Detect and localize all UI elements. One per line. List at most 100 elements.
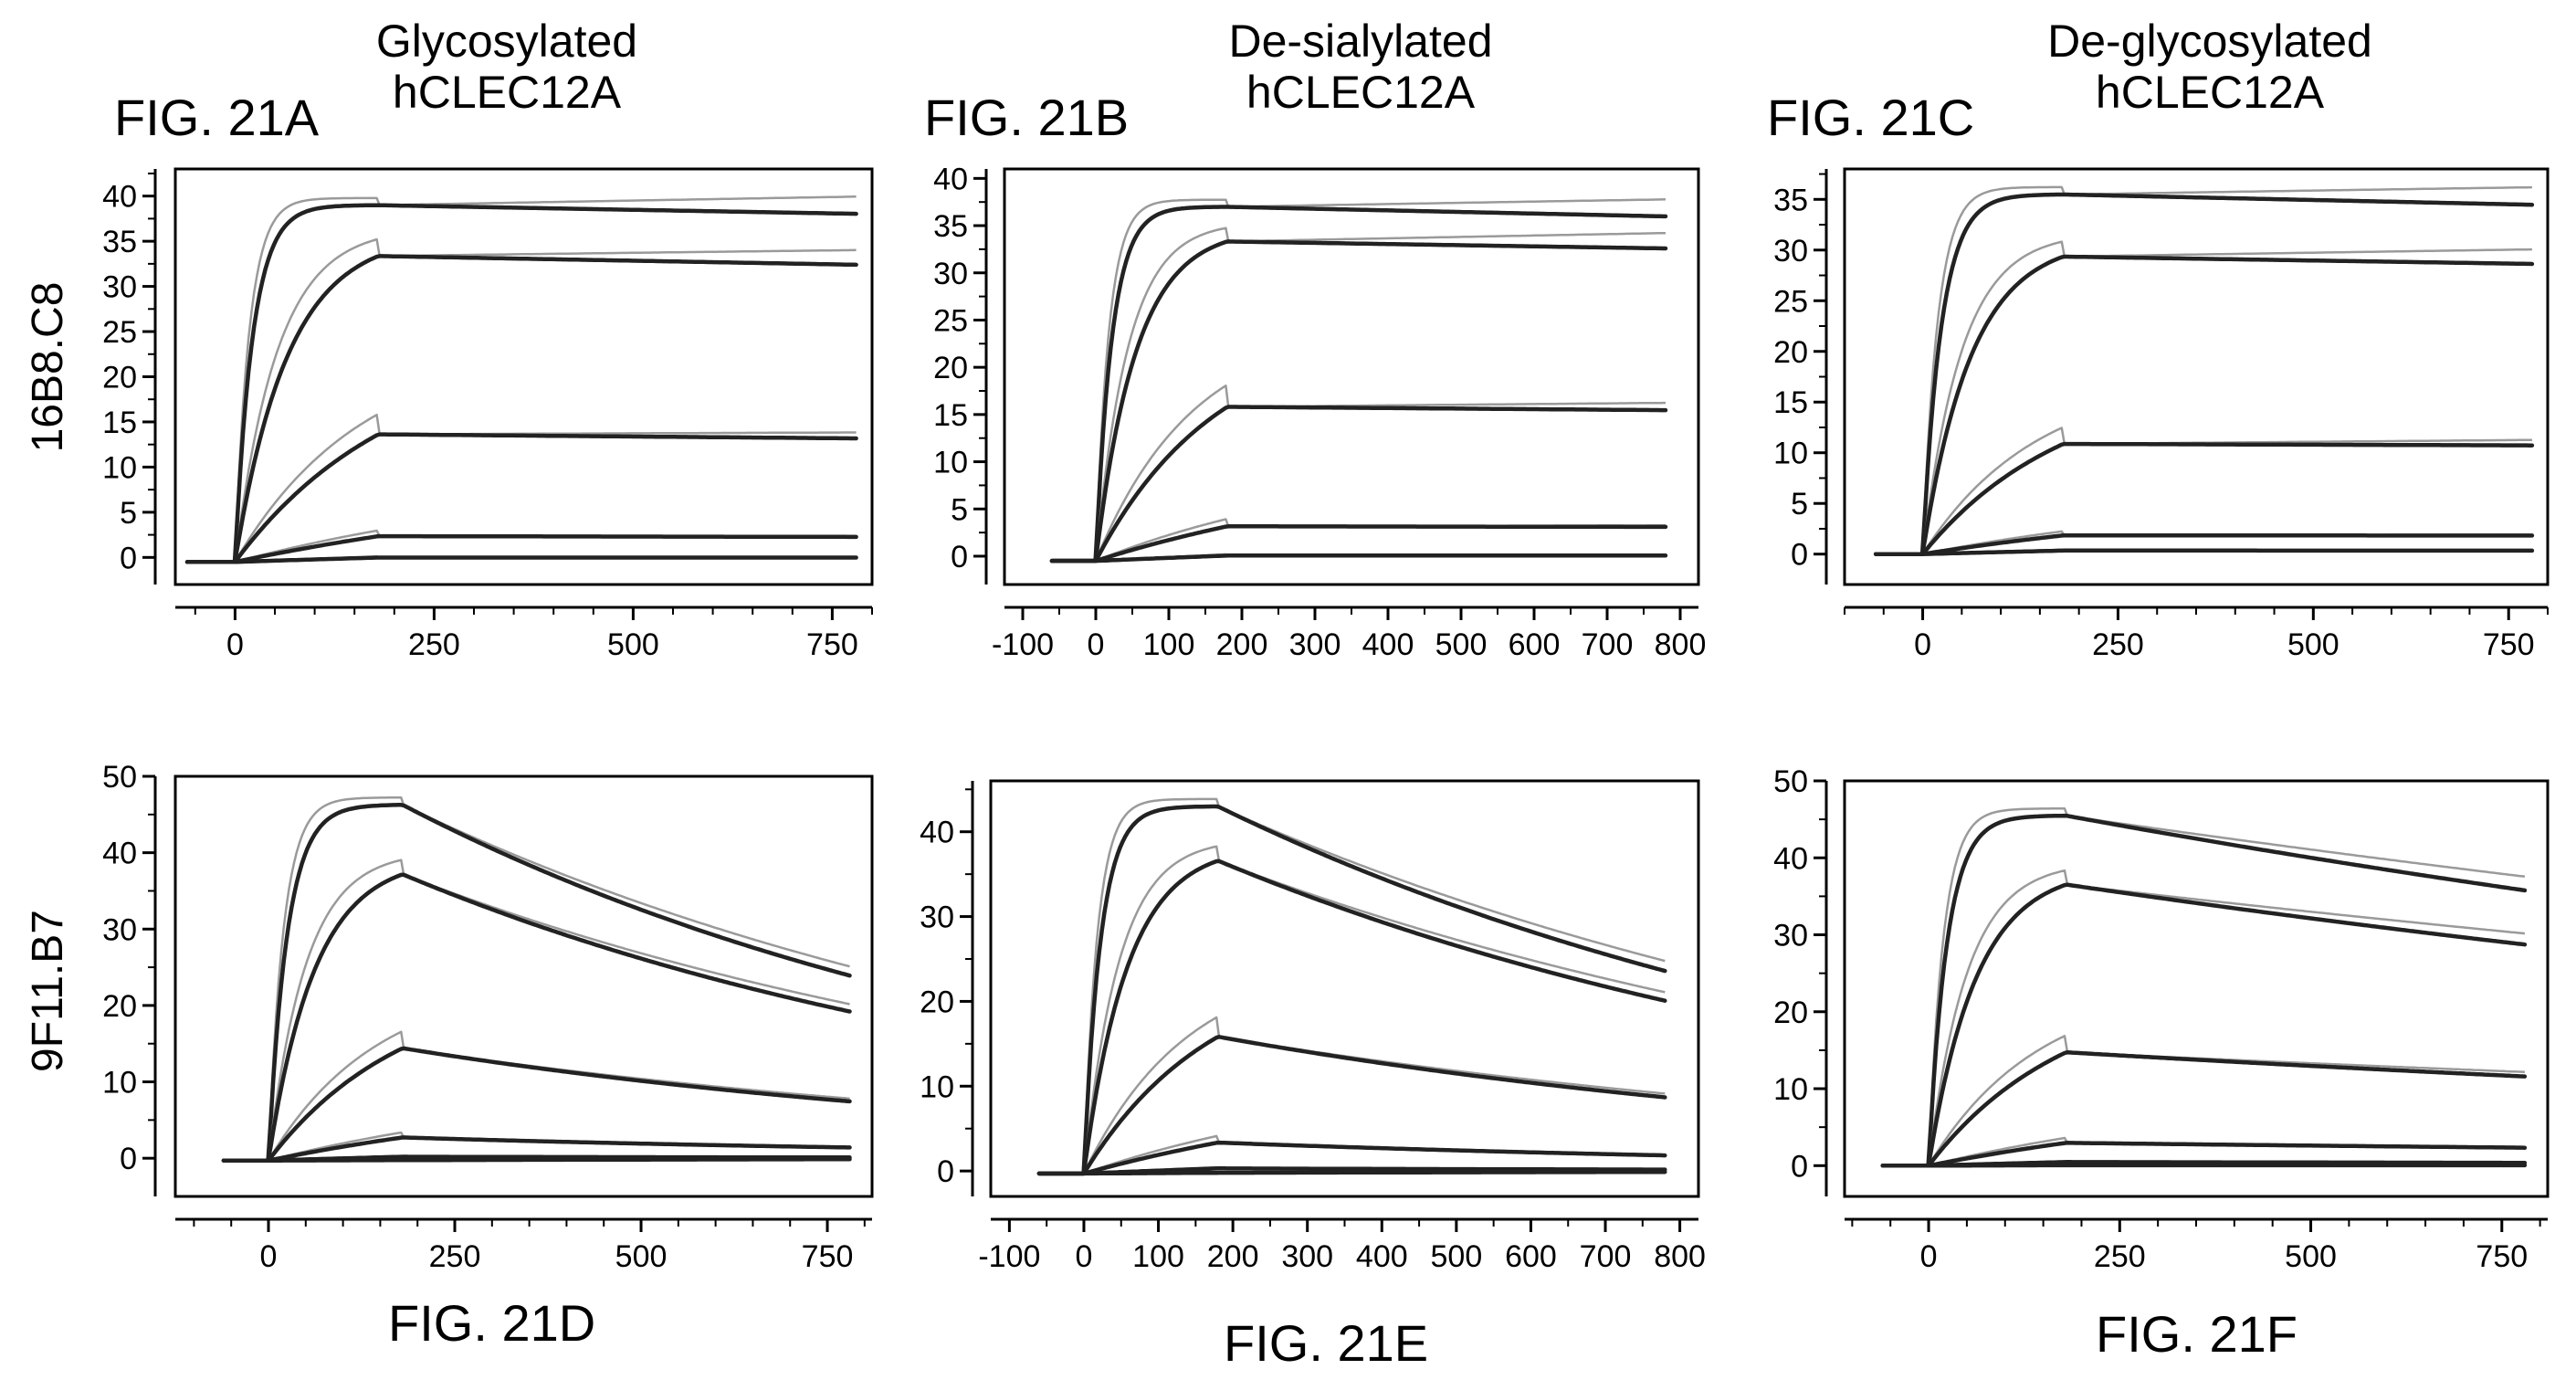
y-tick-label: 5: [1791, 487, 1808, 521]
x-tick-label: 600: [1509, 627, 1561, 662]
y-tick-label: 25: [1773, 284, 1808, 319]
x-tick-label: 250: [429, 1239, 481, 1274]
x-tick-label: 500: [2287, 627, 2339, 662]
fit-curve-4: [1036, 1140, 1667, 1176]
y-tick-label: 20: [102, 989, 137, 1024]
plot-frame: [1003, 167, 1700, 586]
y-tick-label: 20: [920, 985, 954, 1019]
raw-trace-1: [1876, 185, 2532, 555]
fit-curve-2: [1036, 859, 1667, 1176]
y-tick-label: 0: [937, 1154, 954, 1189]
x-tick-label: 0: [1076, 1239, 1093, 1274]
y-tick-label: 40: [102, 180, 137, 215]
x-tick-label: -100: [978, 1239, 1040, 1274]
x-tick-label: 250: [2092, 627, 2144, 662]
y-tick-label: 0: [1791, 1149, 1808, 1184]
plot-frame: [1843, 167, 2550, 586]
panel-fig-21b: 0 5 10 15 20 25 30 35 40 -100 0 100 200 300 400 500 600 7…: [933, 162, 1706, 662]
x-tick-label: 750: [806, 627, 858, 662]
y-tick-label: 15: [933, 398, 968, 433]
y-tick-label: 35: [102, 225, 137, 259]
y-tick-label: 15: [1773, 385, 1808, 420]
x-tick-label: 100: [1143, 627, 1195, 662]
fit-curve-4: [221, 1135, 852, 1163]
raw-trace-2: [1882, 869, 2526, 1167]
x-tick-label: 100: [1132, 1239, 1184, 1274]
y-tick-label: 30: [920, 901, 954, 935]
raw-trace-1: [1882, 807, 2526, 1167]
x-tick-label: 300: [1281, 1239, 1333, 1274]
y-tick-label: 10: [1773, 437, 1808, 471]
x-tick-label: 0: [260, 1239, 278, 1274]
x-tick-label: 250: [2094, 1239, 2146, 1274]
x-tick-label: 700: [1580, 1239, 1632, 1274]
fit-curve-5: [1036, 1166, 1667, 1176]
fit-curve-6: [221, 1157, 852, 1163]
y-tick-label: 30: [1773, 919, 1808, 953]
x-tick-label: 500: [1431, 1239, 1483, 1274]
y-tick-label: 15: [102, 406, 137, 440]
x-tick-label: 200: [1216, 627, 1268, 662]
y-tick-label: 10: [102, 1066, 137, 1101]
x-tick-label: 250: [408, 627, 460, 662]
fit-curve-1: [1873, 192, 2535, 556]
x-tick-label: 600: [1505, 1239, 1557, 1274]
y-tick-label: 10: [1773, 1072, 1808, 1107]
x-tick-label: 0: [226, 627, 244, 662]
raw-trace-2: [1052, 226, 1666, 563]
panel-fig-21e: 0 10 20 30 40 -100 0 100 200 300 400 500 600 700 800: [920, 779, 1706, 1274]
raw-trace-3: [1039, 1016, 1666, 1175]
fit-curve-2: [184, 254, 858, 564]
fit-curve-5: [1049, 553, 1668, 564]
y-tick-label: 0: [120, 1142, 137, 1176]
x-tick-label: 200: [1207, 1239, 1259, 1274]
fit-curve-4: [1873, 532, 2535, 556]
x-tick-label: 500: [615, 1239, 668, 1274]
x-tick-label: 750: [802, 1239, 854, 1274]
x-tick-label: 800: [1655, 627, 1707, 662]
y-tick-label: 40: [933, 162, 968, 196]
plot-frame: [173, 774, 874, 1198]
y-tick-label: 50: [1773, 764, 1808, 799]
y-tick-label: 30: [933, 257, 968, 291]
fit-curve-1: [221, 803, 852, 1163]
fit-curve-3: [1880, 1049, 2528, 1168]
y-tick-label: 35: [1773, 183, 1808, 217]
raw-trace-2: [224, 859, 850, 1162]
x-tick-label: 400: [1362, 627, 1414, 662]
raw-trace-1: [1052, 198, 1667, 563]
raw-trace-3: [1052, 385, 1666, 563]
plot-frame: [989, 779, 1700, 1198]
panel-fig-21a: 0 5 10 15 20 25 30 35 40 0 250 500 750: [102, 167, 874, 662]
y-tick-label: 0: [951, 540, 968, 574]
column-title-glycosylated-line1: Glycosylated: [376, 16, 637, 67]
y-tick-label: 35: [933, 209, 968, 244]
row-label-9f11b7: 9F11.B7: [24, 910, 72, 1072]
x-tick-label: 750: [2483, 627, 2535, 662]
y-tick-label: 25: [933, 303, 968, 338]
figure-label-21f: FIG. 21F: [2096, 1305, 2297, 1363]
figure-label-21b: FIG. 21B: [924, 89, 1129, 146]
x-tick-label: 300: [1289, 627, 1341, 662]
figure-label-21d: FIG. 21D: [388, 1294, 595, 1352]
x-tick-label: -100: [992, 627, 1054, 662]
fit-curve-1: [1036, 804, 1667, 1176]
x-tick-label: 500: [1435, 627, 1488, 662]
y-tick-label: 30: [1773, 234, 1808, 269]
y-tick-label: 20: [1773, 335, 1808, 370]
column-title-glycosylated-line2: hCLEC12A: [393, 67, 622, 118]
fit-curve-4: [1880, 1141, 2528, 1168]
fit-curve-3: [1036, 1035, 1667, 1176]
fit-curve-6: [1036, 1169, 1667, 1176]
x-tick-label: 500: [2285, 1239, 2337, 1274]
column-title-desialylated-line1: De-sialylated: [1228, 16, 1492, 67]
fit-curve-3: [184, 432, 858, 564]
raw-trace-1: [1039, 797, 1666, 1175]
y-tick-label: 20: [933, 351, 968, 385]
raw-trace-2: [1039, 845, 1666, 1175]
y-tick-label: 40: [920, 816, 954, 850]
raw-trace-1: [187, 195, 857, 564]
fit-curve-4: [184, 533, 858, 564]
